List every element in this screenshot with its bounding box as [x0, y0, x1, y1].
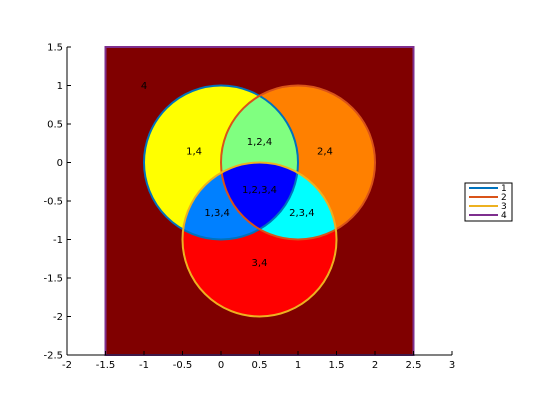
region-label-4: 4: [141, 81, 147, 92]
region-label-1-2-4: 1,2,4: [247, 137, 272, 148]
set-1-outline: [143, 84, 299, 241]
x-tick-label: 1.5: [329, 360, 345, 371]
y-tick-label: 1.5: [47, 43, 63, 54]
y-tick-label: -1: [53, 235, 63, 246]
y-tick-label: 0: [57, 158, 63, 169]
region-label-1-2-3-4: 1,2,3,4: [242, 185, 277, 196]
set-2-outline: [220, 84, 376, 241]
region-label-2-4: 2,4: [317, 146, 333, 157]
region-labels: 4 1,4 2,4 1,2,4 1,3,4 2,3,4 1,2,3,4 3,4: [141, 81, 333, 269]
region-label-1-3-4: 1,3,4: [204, 208, 229, 219]
y-tick-label: -0.5: [43, 197, 63, 208]
set-outlines: [104, 46, 415, 356]
y-tick-label: 0.5: [47, 120, 63, 131]
region-label-1-4: 1,4: [186, 146, 202, 157]
region-label-3-4: 3,4: [252, 258, 268, 269]
legend-label-4: 4: [501, 211, 507, 221]
x-tick-label: -2: [62, 360, 72, 371]
legend-label-3: 3: [501, 202, 507, 212]
x-tick-label: 2: [372, 360, 378, 371]
y-tick-label: -1.5: [43, 274, 63, 285]
regions-layer: [105, 47, 414, 355]
region-label-2-3-4: 2,3,4: [289, 208, 314, 219]
set-3-outline: [181, 161, 338, 318]
x-tick-label: 2.5: [406, 360, 422, 371]
axes: -2 -1.5 -1 -0.5 0 0.5 1 1.5 2 2.5 3 1.5 1 0.5 0 -0.5 -1 -…: [43, 43, 455, 372]
legend-label-2: 2: [501, 193, 507, 203]
region-1-3-4: [182, 162, 298, 240]
x-tick-label: 0.5: [252, 360, 268, 371]
y-tick-label: -2: [53, 312, 63, 323]
x-tick-label: 0: [218, 360, 224, 371]
x-tick-label: -0.5: [173, 360, 193, 371]
y-tick-label: -2.5: [43, 351, 63, 362]
x-tick-label: 3: [449, 360, 455, 371]
legend-label-1: 1: [501, 184, 507, 194]
x-tick-label: 1: [295, 360, 301, 371]
y-tick-label: 1: [57, 81, 63, 92]
x-tick-label: -1.5: [96, 360, 116, 371]
x-tick-label: -1: [139, 360, 149, 371]
region-2-3-4: [221, 162, 337, 240]
